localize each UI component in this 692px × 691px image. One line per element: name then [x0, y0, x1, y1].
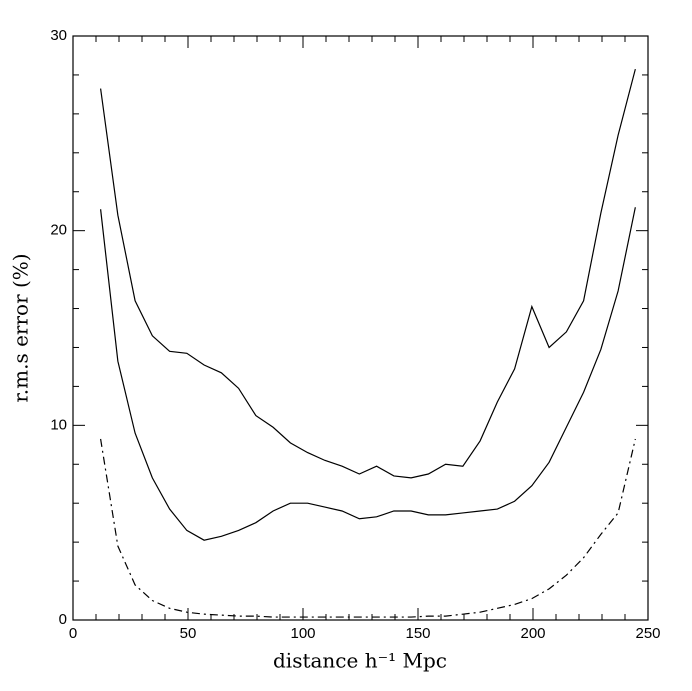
series-line	[100, 207, 636, 541]
plot-frame	[72, 35, 649, 621]
x-tick-label: 100	[290, 625, 315, 642]
x-tick-label: 200	[520, 625, 545, 642]
y-tick-label: 0	[59, 611, 67, 628]
x-tick-label: 250	[635, 625, 660, 642]
x-tick-label: 0	[69, 625, 77, 642]
x-tick-label: 150	[405, 625, 430, 642]
series-line	[100, 68, 636, 479]
y-axis-label: r.m.s error (%)	[9, 253, 33, 402]
y-tick-label: 30	[50, 27, 67, 44]
y-tick-label: 20	[50, 222, 67, 239]
x-axis-label: distance h⁻¹ Mpc	[273, 649, 447, 673]
x-tick-label: 50	[180, 625, 197, 642]
y-tick-label: 10	[50, 416, 67, 433]
series-line	[100, 438, 636, 618]
